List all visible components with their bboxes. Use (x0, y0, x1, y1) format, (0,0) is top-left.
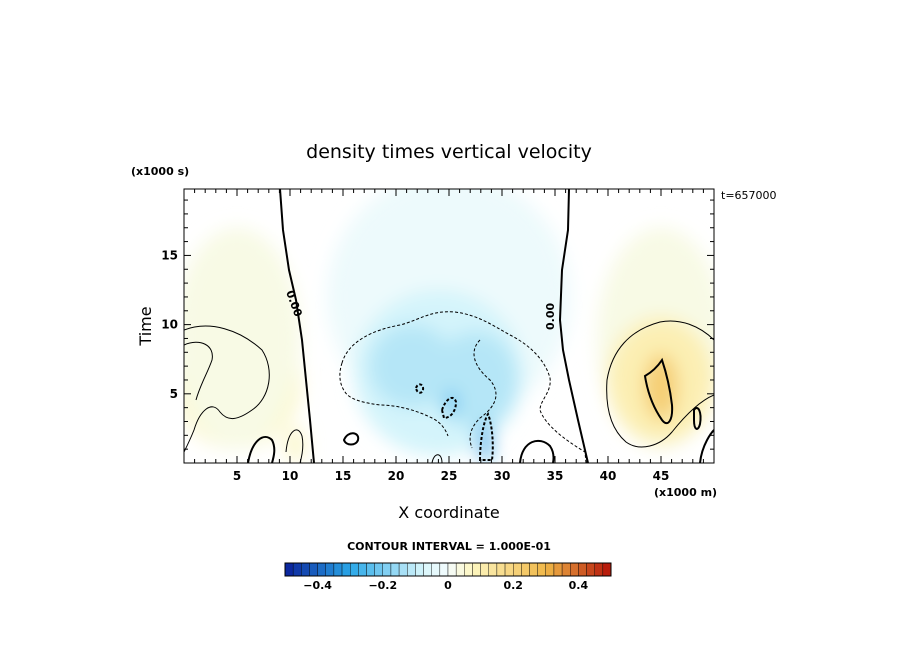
x-tick-label: 40 (600, 469, 617, 483)
colorbar-cell (292, 562, 302, 577)
colorbar-tick-label: 0 (444, 579, 452, 592)
y-unit-label: (x1000 s) (131, 165, 189, 178)
field-blob-strong-neg-spike (478, 421, 492, 463)
x-tick-label: 25 (441, 469, 458, 483)
bottom-loop-right (699, 429, 714, 463)
colorbar-cell (301, 562, 310, 577)
colorbar-cell (472, 562, 481, 577)
colorbar-cell (455, 562, 465, 577)
colorbar-cell (529, 562, 538, 577)
neg-core-small (414, 383, 425, 394)
bottom-loop-left (247, 436, 276, 463)
colorbar-cell (398, 562, 408, 577)
neg-core-mid (440, 396, 458, 420)
field-blob-central-core-left (369, 324, 455, 408)
colorbar-cell (284, 562, 294, 577)
left-pos-contour (184, 325, 270, 453)
colorbar-cell (447, 562, 457, 577)
colorbar-cell (366, 562, 375, 577)
colorbar-tick-label: 0.2 (503, 579, 523, 592)
colorbar-cell (431, 562, 441, 577)
colorbar-cell (464, 562, 473, 577)
right-pos-small (693, 406, 702, 430)
right-pos-contour (606, 320, 714, 448)
contour-lines (184, 189, 714, 463)
colorbar-cell (439, 562, 449, 577)
colorbar-tick-label: −0.2 (368, 579, 397, 592)
colorbar-cell (561, 562, 571, 577)
colorbar-cell (594, 562, 604, 577)
colorbar-cell (415, 562, 424, 577)
field-blob-left-positive-outer (184, 227, 301, 450)
colorbar-cell (480, 562, 489, 577)
y-tick-label: 10 (161, 318, 178, 332)
colorbar-labels: −0.4 −0.2 0 0.2 0.4 (303, 579, 588, 592)
colorbar-cell (537, 562, 547, 577)
colorbar-cell (423, 562, 432, 577)
field-blobs (184, 189, 714, 463)
right-pos-core-contour (643, 357, 674, 425)
neg-contour-lower (339, 362, 449, 437)
colorbar-cell (390, 562, 400, 577)
colorbar (284, 562, 612, 577)
colorbar-tick-label: 0.4 (569, 579, 589, 592)
left-pos-contour-inner (184, 341, 213, 401)
x-tick-label: 30 (494, 469, 511, 483)
bottom-pos-left (285, 429, 304, 463)
x-tick-label: 45 (653, 469, 670, 483)
colorbar-cell (513, 562, 522, 577)
colorbar-cell (602, 562, 612, 577)
colorbar-cell (407, 562, 416, 577)
x-tick-label: 5 (233, 469, 241, 483)
colorbar-cell (358, 562, 367, 577)
colorbar-tick-label: −0.4 (303, 579, 332, 592)
colorbar-cell (504, 562, 514, 577)
colorbar-cell (333, 562, 343, 577)
colorbar-cell (317, 562, 326, 577)
x-tick-label: 10 (282, 469, 299, 483)
contour-interval-text: CONTOUR INTERVAL = 1.000E-01 (347, 540, 551, 553)
chart-title: density times vertical velocity (306, 141, 592, 163)
zero-contour-left (279, 189, 315, 463)
field-blob-strong-neg-small (444, 389, 458, 418)
colorbar-cell (382, 562, 392, 577)
bottom-loop-center (519, 439, 555, 463)
y-tick-label: 5 (170, 387, 178, 401)
x-unit-label: (x1000 m) (654, 486, 717, 499)
colorbar-cell (488, 562, 498, 577)
neg-contour-inner (469, 339, 497, 449)
colorbar-cell (350, 562, 359, 577)
x-tick-label: 20 (388, 469, 405, 483)
colorbar-cell (325, 562, 335, 577)
x-tick-label: 35 (547, 469, 564, 483)
colorbar-cell (374, 562, 383, 577)
colorbar-cell (521, 562, 530, 577)
axis-tick-labels: 5 10 15 20 25 30 35 40 45 5 10 15 (161, 248, 669, 483)
x-tick-label: 15 (335, 469, 352, 483)
x-axis-label: X coordinate (398, 503, 499, 522)
colorbar-cell (496, 562, 506, 577)
colorbar-cell (553, 562, 563, 577)
y-axis-label: Time (136, 306, 155, 346)
neg-core-spike (478, 411, 494, 461)
colorbar-cell (586, 562, 595, 577)
colorbar-cell (570, 562, 579, 577)
y-tick-label: 15 (161, 248, 178, 262)
zero-contour-right (558, 189, 589, 463)
zero-contour-label-right: 0.00 (544, 303, 557, 330)
bottom-loop-mid (342, 432, 360, 446)
axis-ticks (184, 189, 714, 463)
colorbar-cell (341, 562, 351, 577)
colorbar-cell (545, 562, 555, 577)
colorbar-cell (309, 562, 318, 577)
colorbar-cell (578, 562, 587, 577)
colorbar-frame (284, 562, 612, 577)
bottom-loop-small (431, 454, 443, 463)
neg-contour (341, 311, 587, 463)
plot-area (184, 189, 714, 463)
timestamp-label: t=657000 (721, 189, 777, 202)
